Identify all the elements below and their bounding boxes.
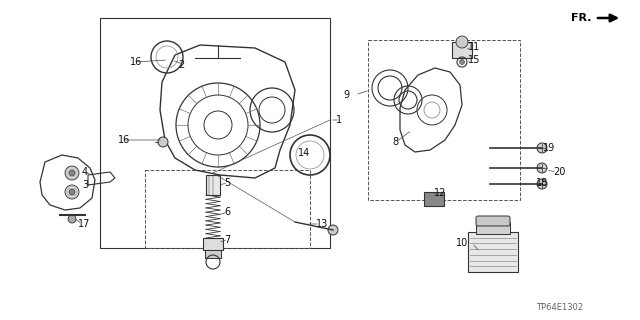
Text: 17: 17 xyxy=(78,219,90,229)
Circle shape xyxy=(328,225,338,235)
Circle shape xyxy=(456,36,468,48)
FancyBboxPatch shape xyxy=(476,216,510,226)
Text: TP64E1302: TP64E1302 xyxy=(536,303,584,312)
Bar xyxy=(424,192,444,206)
Text: 7: 7 xyxy=(224,235,230,245)
Text: 16: 16 xyxy=(118,135,131,145)
Text: FR.: FR. xyxy=(570,13,591,23)
Text: 8: 8 xyxy=(392,137,398,147)
Text: 5: 5 xyxy=(224,178,230,188)
Bar xyxy=(452,42,472,58)
Text: 1: 1 xyxy=(336,115,342,125)
Text: 10: 10 xyxy=(456,238,468,248)
Text: 6: 6 xyxy=(224,207,230,217)
Text: 15: 15 xyxy=(468,55,481,65)
Bar xyxy=(368,40,520,200)
Text: 2: 2 xyxy=(178,60,184,70)
Circle shape xyxy=(65,166,79,180)
Bar xyxy=(476,222,510,234)
Text: 12: 12 xyxy=(434,188,446,198)
Bar xyxy=(145,170,310,248)
Text: 14: 14 xyxy=(298,148,310,158)
Circle shape xyxy=(460,60,465,65)
Text: 3: 3 xyxy=(82,180,88,190)
Circle shape xyxy=(537,143,547,153)
Circle shape xyxy=(537,179,547,189)
Circle shape xyxy=(158,137,168,147)
Circle shape xyxy=(537,163,547,173)
Text: 9: 9 xyxy=(344,90,350,100)
Text: 13: 13 xyxy=(316,219,328,229)
Text: 18: 18 xyxy=(536,178,548,188)
Circle shape xyxy=(68,215,76,223)
Circle shape xyxy=(69,170,75,176)
Bar xyxy=(100,18,330,248)
Text: 20: 20 xyxy=(553,167,565,177)
Circle shape xyxy=(69,189,75,195)
Circle shape xyxy=(65,185,79,199)
Text: 16: 16 xyxy=(130,57,142,67)
Text: 11: 11 xyxy=(468,42,480,52)
Bar xyxy=(203,238,223,250)
Text: 19: 19 xyxy=(543,143,556,153)
Text: 4: 4 xyxy=(82,167,88,177)
Bar xyxy=(205,250,221,258)
Bar xyxy=(206,175,220,195)
Bar xyxy=(468,232,518,272)
